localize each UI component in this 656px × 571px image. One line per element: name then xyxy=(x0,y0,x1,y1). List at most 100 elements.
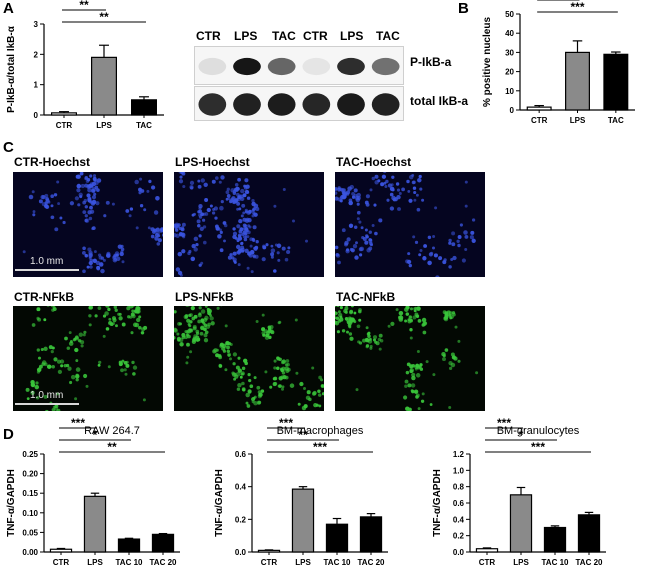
cell xyxy=(337,186,341,190)
cell xyxy=(238,207,242,211)
cell xyxy=(246,196,251,200)
y-tick-label: 0.2 xyxy=(235,515,247,524)
cell xyxy=(197,184,202,189)
cell xyxy=(358,220,362,224)
x-tick-label: TAC 20 xyxy=(576,558,604,567)
cell xyxy=(235,244,241,250)
significance-label: *** xyxy=(531,440,545,454)
cell xyxy=(87,198,92,203)
cell xyxy=(89,174,93,178)
cell xyxy=(248,378,252,383)
cell xyxy=(249,384,254,389)
cell xyxy=(335,316,337,320)
cell xyxy=(469,235,474,240)
cell xyxy=(45,409,49,411)
cell xyxy=(220,200,224,204)
cell xyxy=(74,335,79,340)
cell xyxy=(84,205,88,209)
y-tick-label: 0.4 xyxy=(235,483,247,492)
cell xyxy=(180,343,184,347)
cell xyxy=(244,232,248,236)
cell xyxy=(339,199,343,203)
cell xyxy=(450,258,454,261)
cell xyxy=(60,364,64,368)
cell xyxy=(281,387,284,391)
chart-d3: BM-granulocytesTNF-α/GAPDH0.00.20.40.60.… xyxy=(432,416,606,567)
cell xyxy=(303,387,306,390)
y-axis-label: TNF-α/GAPDH xyxy=(6,469,17,537)
chart-d2: BM-macrophagesTNF-α/GAPDH0.00.20.40.6CTR… xyxy=(214,416,388,567)
cell xyxy=(277,384,281,388)
y-tick-label: 1.2 xyxy=(453,450,465,459)
y-tick-label: 40 xyxy=(505,29,514,38)
cell xyxy=(297,402,301,406)
cell xyxy=(347,186,352,191)
cell xyxy=(365,235,369,239)
cell xyxy=(155,196,160,201)
cell xyxy=(287,246,291,250)
cell xyxy=(416,350,420,353)
cell xyxy=(321,392,324,396)
cell xyxy=(237,233,242,238)
cell xyxy=(348,332,353,336)
cell xyxy=(356,192,361,198)
cell xyxy=(356,210,361,215)
cell xyxy=(83,373,88,379)
cell xyxy=(69,380,73,385)
cell xyxy=(53,357,58,362)
significance-label: * xyxy=(93,428,98,442)
y-axis-label: TNF-α/GAPDH xyxy=(214,469,225,537)
cell xyxy=(451,242,456,247)
cell xyxy=(396,188,401,192)
cell xyxy=(190,306,195,311)
blot-p-ikba-strip xyxy=(194,46,404,85)
cell xyxy=(352,244,358,249)
cell xyxy=(237,368,242,373)
cell xyxy=(281,371,286,375)
cell xyxy=(183,314,189,320)
cell xyxy=(281,246,286,251)
cell xyxy=(197,223,201,228)
cell xyxy=(448,241,452,245)
cell xyxy=(312,390,317,396)
cell xyxy=(117,312,121,316)
cell xyxy=(356,217,360,221)
blot-band-layer xyxy=(198,57,400,76)
y-tick-label: 0.2 xyxy=(453,532,465,541)
cell xyxy=(264,335,270,340)
cell xyxy=(318,375,322,380)
cell xyxy=(68,341,74,346)
cell xyxy=(57,369,63,375)
cell xyxy=(22,250,26,254)
cell xyxy=(80,340,85,345)
cell xyxy=(240,188,245,194)
cell xyxy=(251,400,255,404)
cell xyxy=(240,242,244,246)
cell xyxy=(387,324,391,328)
y-tick-label: 20 xyxy=(505,68,514,77)
cell xyxy=(112,318,117,323)
significance-label: ** xyxy=(107,440,117,454)
cell xyxy=(237,382,242,388)
cell xyxy=(256,385,261,390)
cell xyxy=(471,218,476,222)
y-tick-label: 0.6 xyxy=(235,450,247,459)
cell xyxy=(451,311,456,315)
cell xyxy=(414,306,418,310)
cell xyxy=(211,211,216,215)
cell xyxy=(339,306,343,310)
cell xyxy=(277,258,281,262)
cell xyxy=(237,177,241,182)
cell xyxy=(82,333,86,337)
cell xyxy=(284,366,289,371)
bar xyxy=(131,99,158,116)
cell xyxy=(181,172,186,176)
cell xyxy=(457,339,461,343)
cell xyxy=(232,362,236,366)
significance-label: * xyxy=(519,428,524,442)
cell xyxy=(76,188,81,193)
cell xyxy=(206,309,211,313)
cell xyxy=(463,230,468,235)
bar xyxy=(509,494,533,553)
cell xyxy=(136,317,141,323)
